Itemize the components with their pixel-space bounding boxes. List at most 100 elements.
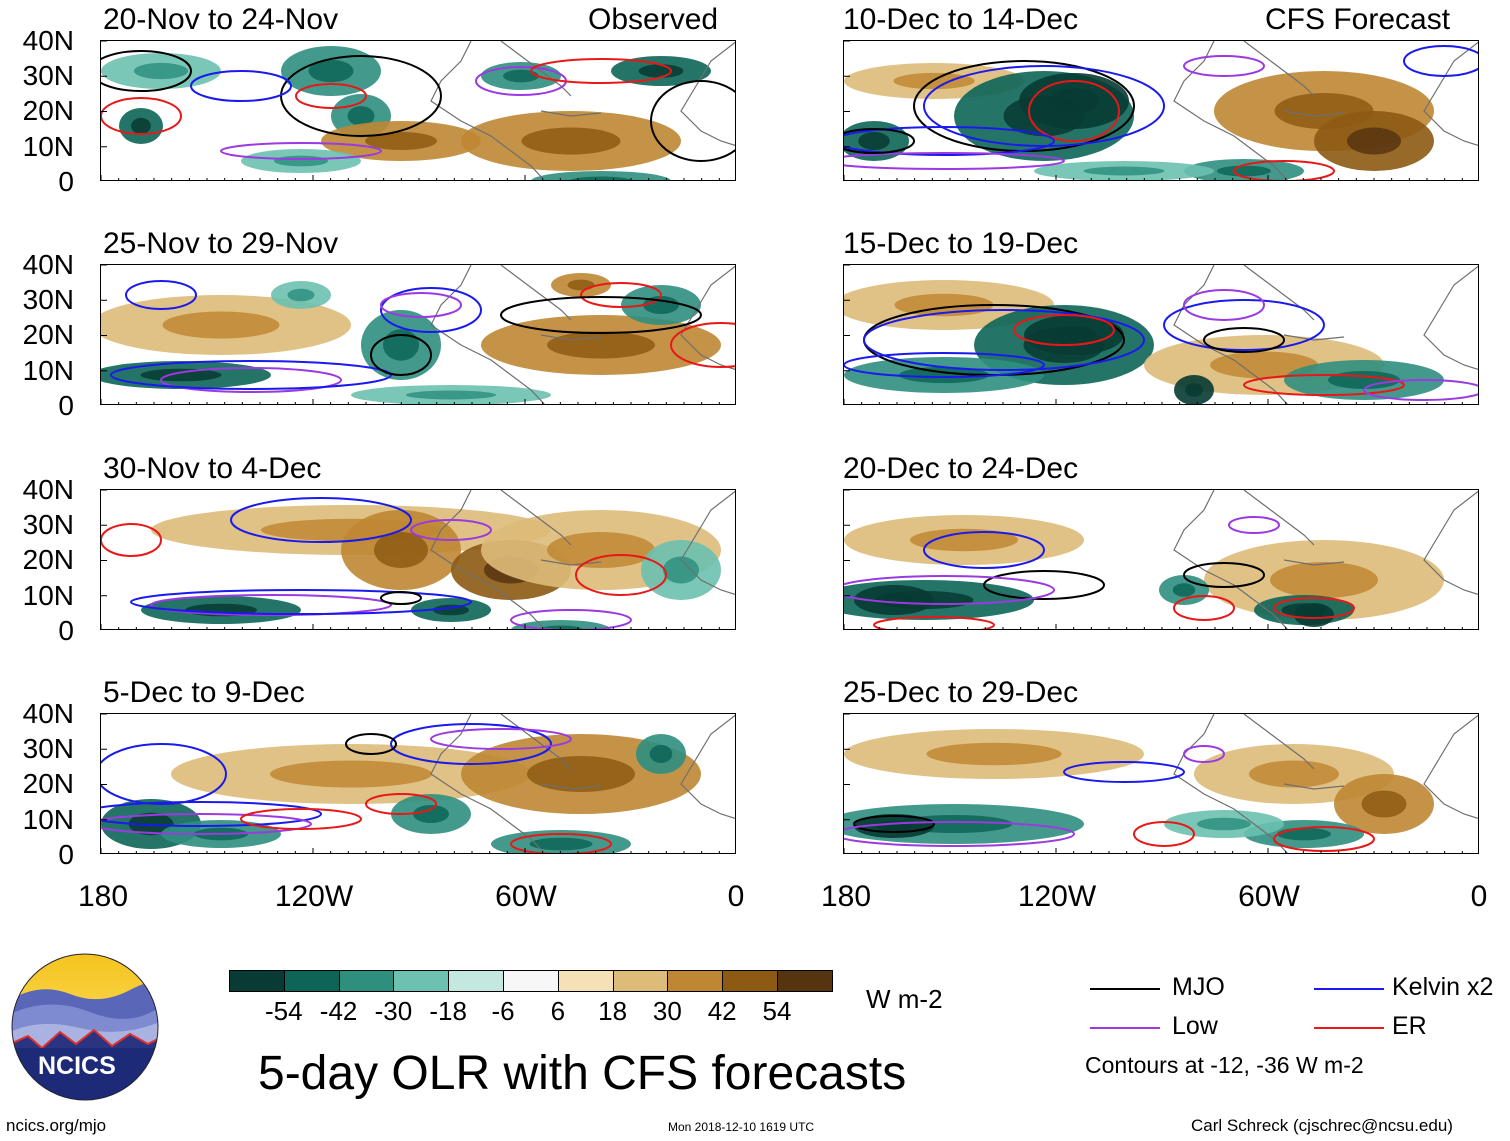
olr-anomaly-core [433, 604, 469, 616]
wave-contour [1243, 374, 1405, 396]
wave-contour [125, 280, 197, 310]
wave-contour [110, 360, 392, 390]
colorbar-label: -18 [429, 996, 467, 1026]
olr-anomaly-core [1210, 351, 1318, 379]
colorbar-label: 18 [598, 996, 628, 1026]
coastline [680, 265, 735, 371]
wave-contour [1183, 55, 1265, 77]
y-tick-label: 40N [22, 698, 74, 729]
olr-field-svg [101, 490, 735, 629]
legend-er: ER [1392, 1012, 1427, 1040]
olr-anomaly-core [308, 59, 354, 83]
wave-contour [510, 609, 632, 629]
wave-contour [844, 821, 1075, 847]
olr-anomaly-core [910, 528, 1018, 552]
y-tick-label: 20N [22, 768, 74, 800]
panel-title: 20-Nov to 24-Nov [103, 3, 339, 36]
y-tick-label: 40N [22, 474, 74, 505]
wave-contour [1063, 761, 1185, 783]
low-legend-line [1090, 1027, 1160, 1029]
olr-anomaly-core [383, 329, 419, 361]
observed-label: Observed [588, 3, 719, 36]
mjo-legend-line [1090, 988, 1160, 990]
wave-contour [1203, 327, 1285, 353]
coastline [1243, 714, 1345, 790]
coastline [1243, 265, 1345, 341]
colorbar-label: 30 [652, 996, 682, 1026]
legend-kelvin: Kelvin x2 [1392, 973, 1494, 1001]
olr-anomaly-core [527, 756, 635, 792]
footer-url[interactable]: ncics.org/mjo [6, 1116, 107, 1135]
olr-anomaly-core [1172, 583, 1196, 597]
coastline [680, 490, 735, 596]
olr-field-svg [844, 265, 1478, 404]
colorbar-label: 42 [707, 996, 737, 1026]
coastline [430, 41, 545, 180]
y-tick-label: 10N [22, 803, 74, 835]
olr-map [100, 40, 736, 181]
coastline [1243, 490, 1345, 566]
olr-map [100, 713, 736, 854]
colorbar-label: -30 [374, 996, 413, 1026]
coastline [1423, 265, 1478, 371]
olr-field-svg [844, 41, 1478, 180]
panel-title: 25-Dec to 29-Dec [843, 676, 1079, 709]
coastline [1173, 265, 1288, 404]
y-tick-label: 0 [58, 614, 74, 646]
olr-anomaly-core [134, 62, 188, 80]
wave-contour [430, 728, 572, 750]
wave-contour [844, 352, 1045, 378]
ncics-logo-icon [11, 953, 159, 1101]
olr-anomaly-core [1277, 827, 1331, 841]
olr-anomaly-core [1347, 127, 1401, 155]
wave-contour [380, 292, 462, 318]
wave-contour [650, 80, 735, 162]
wave-contour [1133, 821, 1195, 847]
coastline [1243, 41, 1345, 117]
wave-contour [101, 523, 162, 557]
colorbar-label: -6 [491, 996, 515, 1026]
olr-anomaly-core [1249, 760, 1339, 788]
legend-low: Low [1172, 1012, 1218, 1040]
wave-contour [240, 808, 362, 830]
wave-contour [983, 570, 1105, 600]
chart-title: 5-day OLR with CFS forecasts [258, 1047, 907, 1100]
colorbar-units: W m-2 [866, 984, 943, 1014]
wave-contour [530, 58, 672, 84]
footer-credit: Carl Schreck (cjschrec@ncsu.edu) [1191, 1116, 1453, 1135]
olr-anomaly-core [858, 132, 890, 150]
panel-title: 15-Dec to 19-Dec [843, 227, 1079, 260]
y-tick-label: 0 [58, 838, 74, 870]
er-legend-line [1314, 1027, 1384, 1029]
olr-anomaly-core [1083, 166, 1165, 176]
wave-contour [101, 813, 312, 835]
wave-contour [500, 296, 702, 334]
x-tick-label: 0 [727, 880, 745, 913]
wave-contour [101, 50, 192, 92]
olr-anomaly-core [638, 64, 684, 78]
coastline [430, 265, 545, 404]
coastline [430, 714, 545, 853]
olr-map [843, 489, 1479, 630]
wave-contour [410, 519, 492, 541]
olr-anomaly-core [1197, 817, 1251, 831]
panel-title: 25-Nov to 29-Nov [103, 227, 339, 260]
coastline [680, 41, 735, 147]
wave-contour [1233, 160, 1335, 180]
wave-contour [670, 322, 735, 368]
coastline [1173, 490, 1288, 629]
olr-anomaly-core [140, 368, 222, 382]
olr-anomaly-core [162, 311, 280, 339]
olr-map [100, 264, 736, 405]
forecast-label: CFS Forecast [1265, 3, 1451, 36]
wave-contour [1163, 299, 1325, 351]
olr-field-svg [844, 714, 1478, 853]
olr-anomaly-core [365, 132, 437, 150]
x-tick-label: 180 [77, 880, 129, 913]
wave-contour [130, 589, 472, 615]
y-tick-label: 30N [22, 284, 74, 316]
wave-contour [1183, 289, 1265, 321]
panel-title: 30-Nov to 4-Dec [103, 452, 322, 485]
wave-contour [1183, 745, 1225, 763]
colorbar-swatch [448, 970, 504, 992]
